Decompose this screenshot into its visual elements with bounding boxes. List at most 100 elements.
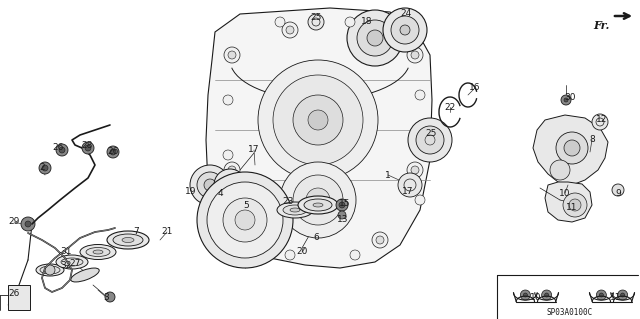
Circle shape (214, 169, 246, 201)
Text: 4: 4 (217, 189, 223, 198)
Text: 18: 18 (361, 18, 372, 26)
Ellipse shape (122, 238, 134, 242)
Text: SP03A0100C: SP03A0100C (547, 308, 593, 317)
Polygon shape (8, 285, 30, 310)
Circle shape (545, 293, 548, 297)
Text: 9: 9 (615, 189, 621, 197)
Circle shape (207, 182, 283, 258)
Circle shape (107, 146, 119, 158)
Circle shape (524, 293, 527, 297)
Circle shape (223, 150, 233, 160)
Text: Fr.: Fr. (594, 20, 610, 31)
Circle shape (592, 114, 608, 130)
Circle shape (338, 211, 346, 219)
Polygon shape (533, 115, 608, 185)
Text: 23: 23 (282, 197, 294, 206)
Text: 30: 30 (564, 93, 576, 102)
Ellipse shape (277, 202, 313, 218)
Text: 26: 26 (108, 147, 118, 157)
Circle shape (407, 162, 423, 178)
Circle shape (286, 26, 294, 34)
Circle shape (350, 250, 360, 260)
Circle shape (224, 162, 240, 178)
Circle shape (42, 165, 48, 171)
Ellipse shape (313, 203, 323, 207)
Text: 24: 24 (401, 10, 412, 19)
Circle shape (415, 140, 425, 150)
Circle shape (407, 47, 423, 63)
Circle shape (25, 221, 31, 227)
Text: 25: 25 (310, 13, 322, 23)
Circle shape (415, 195, 425, 205)
Circle shape (224, 232, 240, 248)
Text: 25: 25 (426, 130, 436, 138)
Circle shape (293, 95, 343, 145)
Text: 31: 31 (60, 248, 72, 256)
Text: 7: 7 (133, 227, 139, 236)
Circle shape (228, 51, 236, 59)
Text: 2: 2 (39, 162, 45, 172)
Circle shape (258, 60, 378, 180)
Text: 20: 20 (296, 248, 308, 256)
Ellipse shape (71, 268, 99, 282)
Circle shape (391, 16, 419, 44)
Text: 6: 6 (313, 233, 319, 241)
Circle shape (282, 22, 298, 38)
Circle shape (411, 166, 419, 174)
Circle shape (383, 8, 427, 52)
Circle shape (411, 51, 419, 59)
Circle shape (356, 26, 364, 34)
Circle shape (293, 175, 343, 225)
Circle shape (408, 118, 452, 162)
Ellipse shape (107, 231, 149, 249)
Circle shape (376, 236, 384, 244)
Text: 1: 1 (385, 170, 391, 180)
Circle shape (223, 205, 233, 215)
Circle shape (204, 179, 216, 191)
Ellipse shape (290, 208, 300, 212)
Circle shape (596, 290, 606, 300)
Circle shape (197, 172, 223, 198)
Text: 16: 16 (469, 84, 481, 93)
Circle shape (345, 17, 355, 27)
Ellipse shape (86, 248, 110, 256)
Circle shape (235, 210, 255, 230)
Circle shape (415, 90, 425, 100)
Polygon shape (206, 8, 432, 268)
Circle shape (39, 162, 51, 174)
Text: 5: 5 (243, 202, 249, 211)
Ellipse shape (304, 199, 332, 211)
Circle shape (190, 165, 230, 205)
Text: 17: 17 (248, 145, 260, 154)
Circle shape (82, 142, 94, 154)
Circle shape (59, 147, 65, 153)
Circle shape (367, 30, 383, 46)
Circle shape (275, 17, 285, 27)
Circle shape (197, 172, 293, 268)
Circle shape (223, 198, 267, 242)
Circle shape (336, 199, 348, 211)
Circle shape (352, 22, 368, 38)
Circle shape (541, 290, 552, 300)
Text: 26: 26 (8, 290, 20, 299)
Circle shape (621, 293, 625, 297)
Text: 13: 13 (337, 216, 349, 225)
Circle shape (347, 10, 403, 66)
Circle shape (600, 293, 604, 297)
Text: 11: 11 (566, 204, 578, 212)
Circle shape (564, 98, 568, 102)
Circle shape (550, 160, 570, 180)
Circle shape (520, 290, 531, 300)
Text: 10: 10 (559, 189, 571, 197)
Text: 12: 12 (596, 115, 608, 124)
Text: 28: 28 (81, 140, 93, 150)
Ellipse shape (93, 250, 103, 254)
Circle shape (308, 14, 324, 30)
Text: 15: 15 (339, 199, 351, 209)
Circle shape (85, 145, 91, 151)
Ellipse shape (56, 255, 88, 269)
Text: 19: 19 (185, 187, 196, 196)
Ellipse shape (61, 258, 83, 266)
Text: 21: 21 (161, 227, 173, 236)
Circle shape (228, 166, 236, 174)
